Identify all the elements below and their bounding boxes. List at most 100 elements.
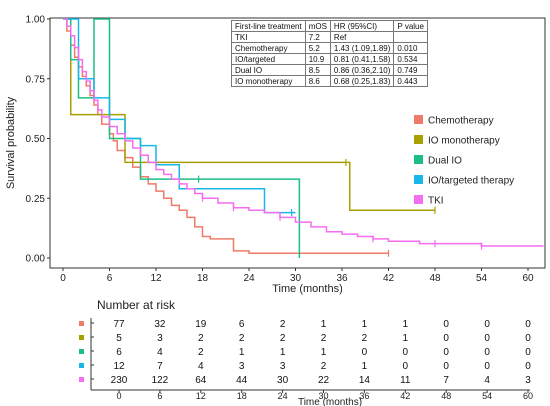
risk-count: 1 (362, 361, 368, 372)
risk-count: 3 (239, 361, 245, 372)
x-tick-label: 18 (197, 273, 209, 284)
legend-swatch (414, 115, 423, 124)
y-axis-label: Survival probability (5, 96, 17, 189)
risk-count: 30 (277, 375, 289, 386)
risk-count: 0 (484, 347, 490, 358)
risk-count: 0 (362, 347, 368, 358)
y-tick-label: 0.75 (26, 74, 46, 85)
risk-x-axis-label: Time (months) (298, 397, 362, 406)
risk-x-tick-label: 36 (359, 391, 369, 401)
risk-count: 2 (362, 333, 368, 344)
risk-count: 1 (321, 347, 327, 358)
risk-count: 32 (154, 319, 166, 330)
risk-count: 0 (443, 361, 449, 372)
risk-count: 2 (198, 347, 204, 358)
risk-count: 7 (443, 375, 449, 386)
hr-table-cell: 7.2 (304, 31, 331, 43)
hr-table-cell: 1.43 (1.09,1.89) (329, 42, 395, 54)
risk-count: 4 (157, 347, 163, 358)
hr-table-cell: HR (95%CI) (329, 20, 395, 32)
hr-table-row: Chemotherapy 5.2 1.43 (1.09,1.89) 0.010 (231, 42, 428, 54)
risk-count: 5 (116, 333, 122, 344)
hr-table-cell: 5.2 (304, 42, 331, 54)
survival-curve (63, 18, 301, 258)
x-tick-label: 54 (476, 273, 488, 284)
x-tick-label: 24 (243, 273, 255, 284)
legend-label: Dual IO (428, 156, 462, 167)
legend-swatch (414, 155, 423, 164)
risk-count: 2 (198, 333, 204, 344)
risk-count: 2 (321, 361, 327, 372)
risk-count: 0 (443, 319, 449, 330)
hr-table-cell: 0.68 (0.25,1.83) (329, 75, 395, 87)
x-tick-label: 6 (107, 273, 113, 284)
hr-table-cell: Chemotherapy (231, 42, 306, 54)
risk-count: 7 (157, 361, 163, 372)
risk-count: 0 (484, 361, 490, 372)
risk-count: 6 (239, 319, 245, 330)
x-tick-label: 36 (336, 273, 348, 284)
risk-row-swatch (79, 377, 84, 382)
risk-count: 0 (443, 347, 449, 358)
risk-count: 1 (403, 319, 409, 330)
risk-row-swatch (79, 321, 84, 326)
hazard-ratio-table: First-line treatment mOS HR (95%CI) P value… (231, 20, 428, 87)
risk-count: 1 (280, 347, 286, 358)
hr-table-cell: Ref (329, 31, 395, 43)
risk-count: 44 (236, 375, 248, 386)
risk-count: 11 (400, 375, 411, 386)
hr-table-cell: P value (393, 20, 428, 32)
risk-count: 2 (280, 333, 286, 344)
plot-frame (49, 17, 546, 269)
risk-count: 22 (318, 375, 330, 386)
y-tick-label: 0.00 (26, 254, 46, 265)
x-tick-label: 48 (429, 273, 441, 284)
risk-count: 3 (157, 333, 163, 344)
risk-x-tick-label: 54 (482, 391, 492, 401)
risk-count: 1 (239, 347, 245, 358)
legend-swatch (414, 175, 423, 184)
hr-table-cell: mOS (304, 20, 331, 32)
risk-count: 77 (113, 319, 125, 330)
x-tick-label: 12 (150, 273, 162, 284)
risk-count: 230 (111, 375, 128, 386)
survival-curve (63, 18, 296, 214)
x-tick-label: 30 (290, 273, 302, 284)
hr-table-row: IO/targeted 10.9 0.81 (0.41,1.58) 0.534 (231, 53, 428, 65)
hr-table-cell: 0.010 (393, 42, 428, 54)
legend-label: Chemotherapy (428, 116, 494, 127)
risk-count: 0 (403, 347, 409, 358)
risk-x-tick-label: 12 (196, 391, 206, 401)
hr-table-cell: Dual IO (231, 64, 306, 76)
risk-x-tick-label: 48 (441, 391, 451, 401)
y-tick-label: 0.25 (26, 194, 46, 205)
risk-x-tick-label: 30 (318, 391, 328, 401)
risk-count: 12 (113, 361, 125, 372)
hr-table-header: First-line treatment mOS HR (95%CI) P value (231, 20, 428, 32)
risk-count: 6 (116, 347, 122, 358)
risk-count: 0 (484, 333, 490, 344)
survival-curve (63, 18, 544, 247)
risk-count: 0 (484, 319, 490, 330)
hr-table-cell: 0.81 (0.41,1.58) (329, 53, 395, 65)
legend: Chemotherapy IO monotherapy Dual IO IO/targ… (414, 115, 514, 207)
risk-row-swatch (79, 363, 84, 368)
x-tick-label: 60 (522, 273, 534, 284)
risk-count: 1 (362, 319, 368, 330)
hr-table-cell: 0.534 (393, 53, 428, 65)
hr-table-cell: First-line treatment (231, 20, 306, 32)
hr-table-cell: 0.749 (393, 64, 428, 76)
risk-count: 2 (280, 319, 286, 330)
risk-count: 3 (525, 375, 531, 386)
y-tick-label: 1.00 (26, 15, 46, 26)
risk-x-tick-label: 24 (278, 391, 288, 401)
x-axis-label: Time (months) (272, 283, 343, 295)
survival-curve (63, 18, 435, 211)
risk-count: 0 (443, 333, 449, 344)
risk-count: 0 (525, 319, 531, 330)
risk-count: 64 (195, 375, 207, 386)
risk-count: 2 (321, 333, 327, 344)
hr-table-cell: IO monotherapy (231, 75, 306, 87)
